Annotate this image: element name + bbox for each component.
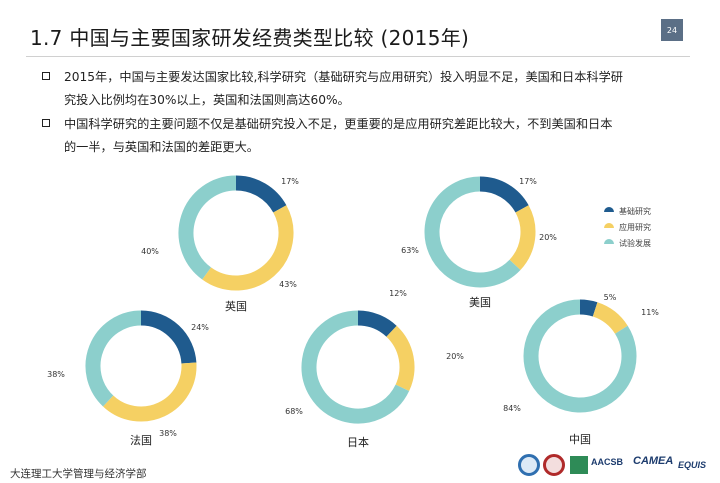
donut-chart: 17% 20% 63% 美国 (401, 176, 557, 309)
donut-segment (579, 299, 598, 317)
title-divider (26, 56, 690, 57)
data-label: 84% (503, 404, 521, 413)
donut-segment (509, 205, 536, 270)
data-label: 38% (159, 429, 177, 438)
donut-segment (523, 299, 637, 413)
bullet-text-line: 的一半，与英国和法国的差距更大。 (64, 140, 259, 154)
footer-institution: 大连理工大学管理与经济学部 (10, 468, 147, 480)
legend-label: 基础研究 (619, 206, 651, 216)
donut-chart: 17% 43% 40% 英国 (141, 175, 299, 313)
donut-chart: 5% 11% 84% 中国 (503, 293, 659, 446)
bullet-square-icon (42, 119, 50, 127)
chart-name-label: 日本 (347, 435, 369, 449)
data-label: 17% (281, 177, 299, 186)
data-label: 5% (604, 293, 617, 302)
bullet-item: 2015年，中国与主要发达国家比较,科学研究（基础研究与应用研究）投入明显不足，… (36, 66, 696, 112)
bullet-text-line: 究投入比例均在30%以上，英国和法国则高达60%。 (64, 93, 350, 107)
bullet-text-line: 2015年，中国与主要发达国家比较,科学研究（基础研究与应用研究）投入明显不足，… (64, 70, 623, 84)
chart-name-label: 美国 (469, 296, 491, 309)
donut-segment (592, 302, 628, 335)
legend-swatch (604, 207, 614, 212)
accreditation-logos: AACSB CAMEA EQUIS (516, 451, 716, 481)
data-label: 63% (401, 246, 419, 255)
data-label: 20% (446, 352, 464, 361)
school-seal-icon (543, 454, 565, 476)
equis-logo-text: EQUIS (678, 460, 707, 470)
data-label: 38% (47, 370, 65, 379)
page-title: 1.7 中国与主要国家研发经费类型比较 (2015年) (30, 26, 470, 50)
donut-segment (202, 205, 294, 291)
bullet-item: 中国科学研究的主要问题不仅是基础研究投入不足，更重要的是应用研究差距比较大，不到… (36, 113, 696, 159)
legend-swatch (604, 223, 614, 228)
donut-segment (424, 176, 521, 288)
data-label: 24% (191, 323, 209, 332)
donut-chart: 12% 20% 68% 日本 (285, 289, 464, 449)
bullet-text-line: 中国科学研究的主要问题不仅是基础研究投入不足，更重要的是应用研究差距比较大，不到… (64, 117, 613, 131)
university-seal-icon (518, 454, 540, 476)
donut-segment (479, 176, 529, 213)
aacsb-emblem-icon (570, 456, 588, 474)
camea-logo-text: CAMEA (633, 455, 674, 467)
bullet-list: 2015年，中国与主要发达国家比较,科学研究（基础研究与应用研究）投入明显不足，… (36, 66, 696, 160)
page-number-badge: 24 (661, 19, 683, 41)
bullet-square-icon (42, 72, 50, 80)
data-label: 17% (519, 177, 537, 186)
donut-chart: 24% 38% 38% 法国 (47, 310, 209, 447)
data-label: 68% (285, 407, 303, 416)
data-label: 11% (641, 308, 659, 317)
legend-label: 试验发展 (619, 238, 651, 248)
chart-name-label: 英国 (225, 299, 247, 313)
donut-segment (103, 362, 197, 422)
donut-segment (140, 310, 197, 364)
donut-segment (235, 175, 287, 213)
donut-segment (357, 310, 397, 337)
data-label: 20% (539, 233, 557, 242)
data-label: 40% (141, 247, 159, 256)
aacsb-logo-text: AACSB (591, 457, 624, 467)
data-label: 12% (389, 289, 407, 298)
legend-swatch (604, 239, 614, 244)
donut-segment (301, 310, 410, 424)
donut-segment (85, 310, 142, 407)
chart-name-label: 法国 (130, 433, 152, 447)
chart-name-label: 中国 (569, 433, 591, 446)
data-label: 43% (279, 280, 297, 289)
donut-segment (178, 175, 237, 280)
legend-label: 应用研究 (619, 222, 651, 232)
donut-segment (386, 325, 415, 392)
